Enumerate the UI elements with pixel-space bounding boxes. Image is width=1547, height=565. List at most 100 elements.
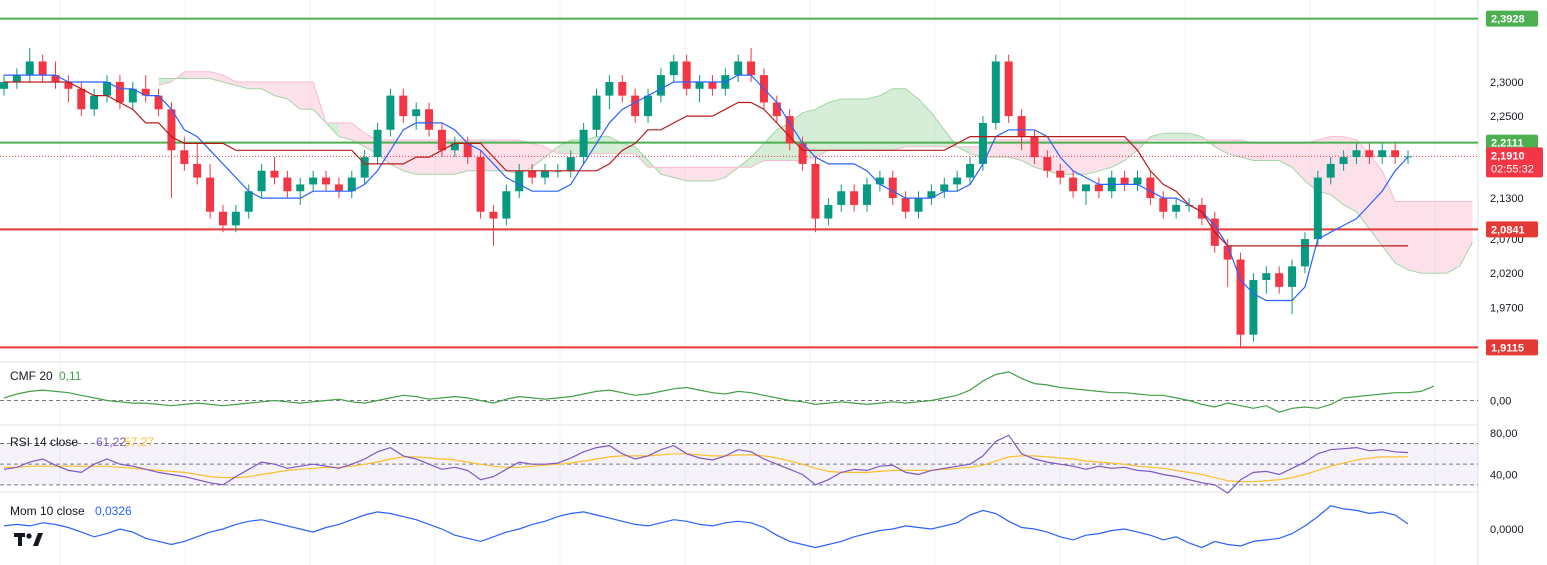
candle-up — [914, 198, 923, 212]
candle-up — [244, 191, 253, 212]
candle-down — [206, 177, 215, 212]
rsi-tick-label: 80,00 — [1490, 428, 1518, 440]
cloud-segment-bear — [287, 81, 301, 110]
cloud-segment-bear — [184, 71, 198, 79]
candle-up — [231, 211, 240, 226]
rsi-legend-label: RSI 14 close — [10, 435, 78, 449]
rsi-legend-value: 61,22 — [96, 435, 126, 449]
cloud-segment-bear — [1343, 136, 1357, 212]
candle-down — [528, 170, 537, 178]
indicator-panels[interactable] — [0, 371, 1478, 549]
candle-up — [90, 95, 99, 110]
candle-up — [1352, 150, 1361, 158]
cloud-segment-bull — [596, 136, 610, 154]
cloud-segment-bear — [1111, 140, 1125, 168]
candles[interactable] — [0, 47, 1412, 349]
cloud-segment-bull — [828, 99, 842, 151]
tradingview-logo-icon[interactable] — [14, 533, 43, 546]
candle-up — [991, 61, 1000, 123]
candle-up — [1300, 239, 1309, 267]
cloud-segment-bear — [506, 140, 520, 175]
last-price-label: 2,1910 — [1491, 150, 1525, 162]
countdown-label: 02:55:32 — [1491, 163, 1534, 175]
cloud-segment-bear — [1240, 140, 1254, 161]
price-tick-label: 2,0200 — [1490, 268, 1524, 280]
candle-down — [901, 198, 910, 212]
cmf-tick-label: 0,00 — [1490, 396, 1511, 408]
cmf-line — [3, 371, 1435, 413]
candle-up — [257, 170, 266, 192]
candle-down — [1094, 184, 1103, 192]
cloud-segment-bear — [660, 167, 674, 178]
cloud-segment-bear — [995, 140, 1009, 158]
level-tag-label: 1,9115 — [1491, 342, 1524, 354]
candle-down — [489, 211, 498, 219]
cloud-segment-bear — [390, 140, 404, 171]
candle-down — [218, 211, 227, 226]
cloud-segment-bull — [892, 88, 906, 151]
cloud-segment-bear — [222, 75, 236, 86]
candle-up — [1172, 204, 1181, 212]
candle-up — [25, 61, 34, 76]
candle-down — [850, 191, 859, 205]
candle-up — [1288, 266, 1297, 287]
cloud-segment-bear — [1395, 201, 1408, 270]
candle-down — [1365, 150, 1374, 158]
candle-down — [618, 81, 627, 96]
candle-down — [193, 163, 202, 178]
candle-up — [966, 163, 975, 178]
cloud-segment-bear — [403, 140, 417, 175]
candle-up — [669, 61, 678, 76]
cloud-segment-bear — [197, 71, 211, 79]
candle-up — [502, 191, 511, 219]
cloud-segment-bear — [1073, 140, 1086, 175]
mom-legend-value: 0,0326 — [95, 504, 132, 518]
candle-down — [1030, 136, 1039, 158]
candle-down — [437, 129, 446, 151]
cloud-segment-bear — [1227, 140, 1241, 158]
cloud-segment-bull — [879, 88, 893, 151]
candle-up — [978, 122, 987, 164]
price-tick-label: 1,9700 — [1490, 302, 1524, 314]
candle-down — [77, 88, 86, 110]
cloud-segment-bull — [1163, 133, 1177, 141]
candle-down — [1275, 273, 1284, 287]
level-tag-label: 2,0841 — [1491, 224, 1525, 236]
cloud-segment-bear — [300, 81, 314, 110]
candle-down — [154, 95, 163, 110]
candle-down — [425, 109, 434, 130]
level-tag-red — [1486, 339, 1538, 356]
candle-down — [1043, 157, 1052, 171]
candle-down — [334, 184, 343, 192]
cloud-segment-bull — [815, 102, 829, 158]
candle-up — [863, 184, 872, 205]
cloud-segment-bear — [1356, 140, 1370, 229]
cloud-segment-bear — [519, 140, 533, 175]
cloud-segment-bull — [1176, 133, 1190, 141]
candle-up — [695, 81, 704, 89]
cloud-segment-bear — [1446, 201, 1460, 274]
cloud-segment-bear — [1008, 140, 1022, 161]
cmf-legend-label: CMF 20 — [10, 369, 53, 383]
cloud-segment-bear — [1369, 153, 1383, 246]
horizontal-levels[interactable] — [0, 17, 1478, 349]
cloud-segment-bear — [1253, 143, 1267, 161]
candle-up — [386, 95, 395, 130]
cloud-segment-bear — [673, 167, 687, 181]
candle-up — [0, 81, 8, 89]
candle-up — [515, 170, 524, 192]
cloud-segment-bull — [622, 143, 636, 154]
candle-down — [708, 81, 717, 89]
candle-up — [927, 191, 936, 199]
grid — [0, 0, 1479, 565]
momentum-line — [3, 505, 1409, 549]
last-price-tag — [1486, 147, 1543, 178]
candle-up — [1326, 163, 1335, 178]
cloud-segment-bear — [248, 81, 262, 89]
rsi-line — [3, 434, 1409, 494]
candle-up — [1378, 150, 1387, 158]
price-axis[interactable]: 2,30002,25002,13002,07002,02001,97000,00… — [1490, 77, 1524, 536]
cloud-segment-bear — [699, 167, 713, 181]
rsi-tick-label: 40,00 — [1490, 470, 1518, 482]
